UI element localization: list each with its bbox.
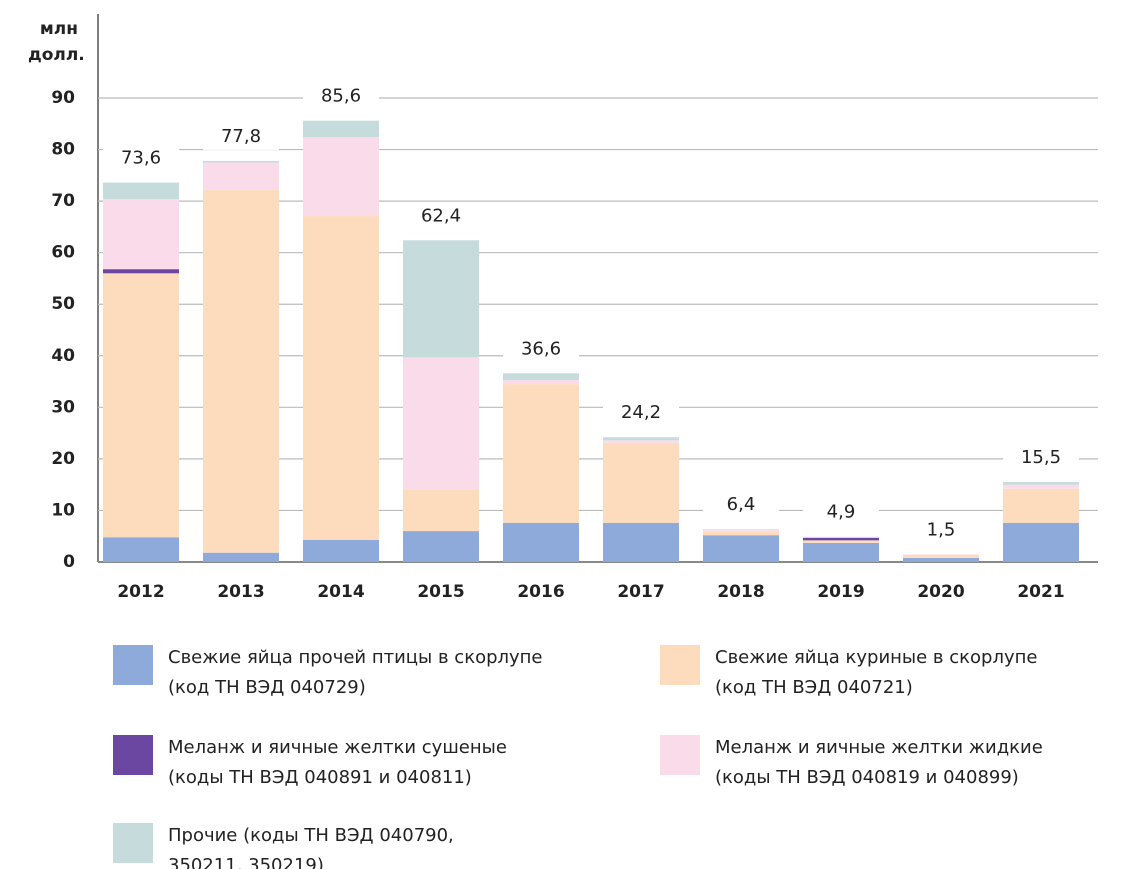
y-tick-label: 10	[51, 500, 75, 520]
bar-segment	[703, 531, 779, 536]
bar-segment	[403, 357, 479, 490]
x-tick-label: 2015	[417, 582, 464, 602]
y-tick-label: 80	[51, 140, 75, 160]
legend-item: Прочие (коды ТН ВЭД 040790, 350211, 3502…	[113, 821, 454, 869]
total-label: 85,6	[321, 86, 361, 107]
x-tick-label: 2018	[717, 582, 764, 602]
bar-segment	[1003, 484, 1079, 489]
x-tick-label: 2014	[317, 582, 364, 602]
bar-segment	[503, 384, 579, 523]
bar-segment	[603, 437, 679, 441]
legend-label: Меланж и яичные желтки жидкие (коды ТН В…	[715, 737, 1043, 788]
bar-segment	[503, 380, 579, 385]
x-tick-label: 2021	[1017, 582, 1064, 602]
total-label: 15,5	[1021, 447, 1061, 468]
y-axis-label: млн долл.	[28, 19, 85, 65]
total-label-bg	[603, 400, 679, 427]
total-label-bg	[503, 336, 579, 363]
bar-segment	[503, 373, 579, 381]
x-tick-label: 2020	[917, 582, 964, 602]
bar-segment	[703, 529, 779, 532]
bar-segment	[103, 269, 179, 274]
total-label: 24,2	[621, 402, 661, 423]
bar-segment	[303, 216, 379, 540]
total-label-bg	[303, 83, 379, 110]
total-label-bg	[103, 145, 179, 172]
legend-label: Свежие яйца прочей птицы в скорлупе (код…	[168, 647, 543, 698]
bar-segment	[403, 489, 479, 532]
bar-segment	[203, 552, 279, 562]
bar-segment	[603, 440, 679, 443]
total-label-bg	[903, 517, 979, 544]
bar-segment	[803, 540, 879, 543]
total-label-bg	[403, 203, 479, 230]
total-label: 36,6	[521, 338, 561, 359]
x-tick-label: 2017	[617, 582, 664, 602]
bar-segment	[803, 537, 879, 541]
total-label-bg	[703, 492, 779, 519]
bar-segment	[703, 535, 779, 562]
y-tick-label: 70	[51, 191, 75, 211]
y-tick-label: 50	[51, 294, 75, 314]
bar-segment	[1003, 522, 1079, 562]
y-tick-label: 90	[51, 88, 75, 108]
x-tick-label: 2013	[217, 582, 264, 602]
bar-segment	[303, 539, 379, 562]
bar-segment	[1003, 482, 1079, 485]
total-label: 62,4	[421, 205, 461, 226]
legend-item: Свежие яйца куриные в скорлупе (код ТН В…	[660, 643, 1037, 703]
bar-segment	[1003, 488, 1079, 523]
legend-swatch	[113, 735, 153, 775]
bar-segment	[903, 557, 979, 562]
bar-segment	[103, 537, 179, 562]
legend-item: Меланж и яичные желтки жидкие (коды ТН В…	[660, 733, 1043, 793]
bar-segment	[903, 554, 979, 555]
bar-segment	[203, 162, 279, 190]
total-label: 1,5	[927, 519, 956, 540]
bar-segment	[103, 199, 179, 270]
x-tick-label: 2012	[117, 582, 164, 602]
total-label-bg	[203, 123, 279, 150]
total-label-bg	[803, 499, 879, 526]
bar-segment	[603, 442, 679, 523]
y-tick-label: 20	[51, 449, 75, 469]
legend-swatch	[660, 735, 700, 775]
bar-segment	[503, 522, 579, 562]
bar-segment	[403, 531, 479, 562]
bar-segment	[903, 554, 979, 558]
legend-swatch	[113, 823, 153, 863]
y-tick-label: 40	[51, 346, 75, 366]
bar-segment	[203, 160, 279, 163]
y-tick-label: 60	[51, 243, 75, 263]
legend-label: Меланж и яичные желтки сушеные (коды ТН …	[168, 737, 507, 788]
total-label: 6,4	[727, 494, 756, 515]
legend-swatch	[660, 645, 700, 685]
bar-segment	[103, 273, 179, 538]
x-tick-label: 2016	[517, 582, 564, 602]
legend-item: Свежие яйца прочей птицы в скорлупе (код…	[113, 643, 543, 703]
total-label-bg	[1003, 445, 1079, 472]
y-tick-label: 30	[51, 397, 75, 417]
total-label: 4,9	[827, 502, 856, 523]
bar-segment	[103, 182, 179, 200]
bar-segment	[803, 542, 879, 562]
y-tick-label: 0	[63, 552, 75, 572]
legend-label: Свежие яйца куриные в скорлупе (код ТН В…	[715, 647, 1038, 698]
total-label: 73,6	[121, 148, 161, 169]
x-tick-label: 2019	[817, 582, 864, 602]
total-label: 77,8	[221, 126, 261, 147]
bar-segment	[603, 522, 679, 562]
bar-segment	[303, 137, 379, 217]
legend-item: Меланж и яичные желтки сушеные (коды ТН …	[113, 733, 507, 793]
bar-segment	[303, 120, 379, 138]
bar-segment	[203, 189, 279, 553]
bar-segment	[803, 536, 879, 538]
bar-segment	[403, 240, 479, 358]
legend-swatch	[113, 645, 153, 685]
legend-label: Прочие (коды ТН ВЭД 040790, 350211, 3502…	[168, 825, 454, 869]
